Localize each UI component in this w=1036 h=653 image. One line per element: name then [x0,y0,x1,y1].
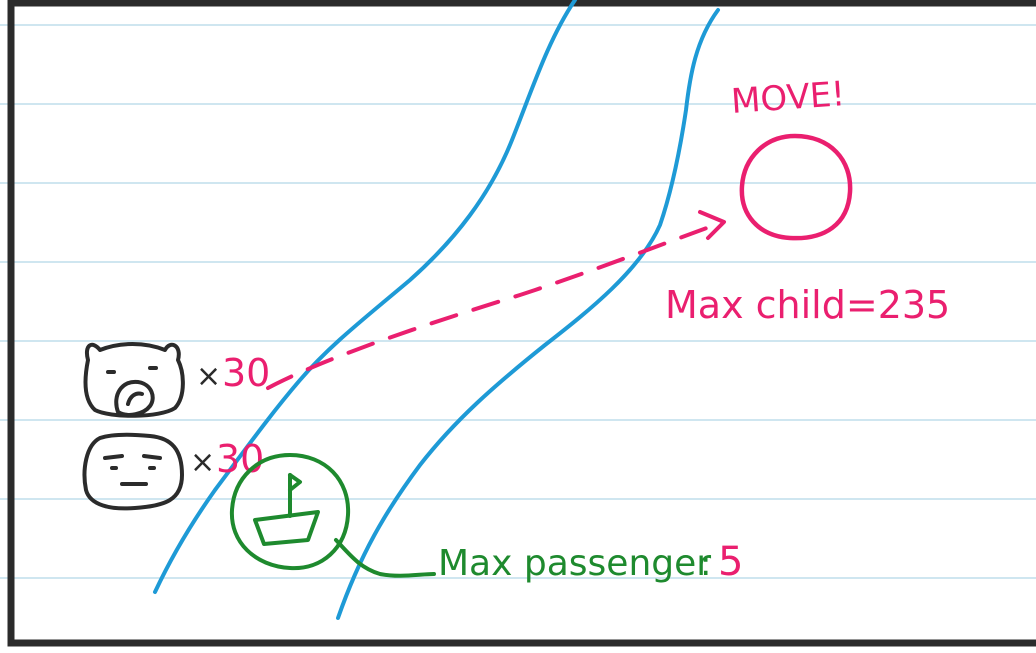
max-child-label: Max child=235 [665,283,950,327]
move-label: MOVE! [730,74,846,122]
face-times-sign: × [190,445,215,480]
frame-border [7,0,1036,647]
move-arrow-head [698,210,726,240]
max-passenger-separator: : [700,544,711,584]
face-count: 30 [216,437,264,481]
pig-face-icon [83,342,185,418]
river-bank-right [336,8,720,620]
pig-count: 30 [222,351,270,395]
max-passenger-value: 5 [718,539,743,585]
destination-circle-icon [739,133,853,241]
child-face-icon [82,432,184,511]
pig-times-sign: × [196,359,221,394]
boat-with-flag-icon [229,453,436,578]
river-bank-left [153,0,577,594]
max-passenger-label: Max passenger [438,543,711,584]
move-arrow [266,223,717,390]
ruled-lines [0,24,1036,579]
